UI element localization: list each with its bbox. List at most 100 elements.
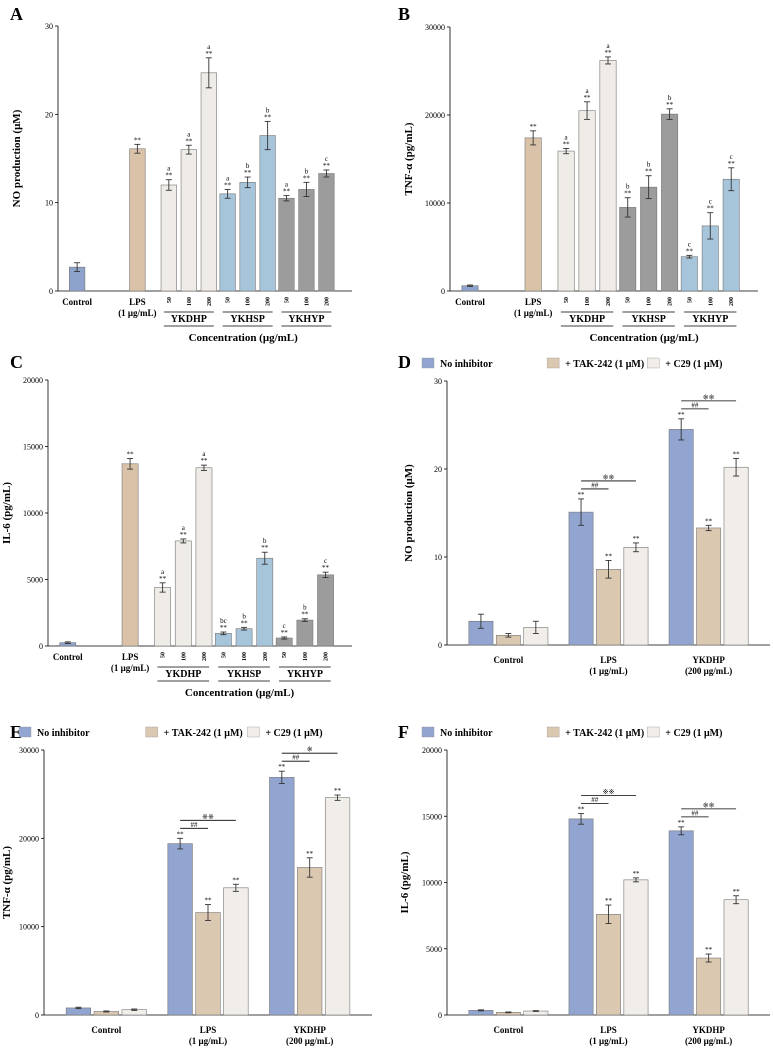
bar-A-1 (129, 148, 146, 292)
bar-E-g2-s2 (324, 797, 351, 1016)
y-tick-label-A: 30 (45, 22, 53, 31)
sig-mark-F: ** (705, 946, 713, 954)
category-label-D-1-1: (1 μg/mL) (589, 666, 627, 676)
sig-mark-B-4: ** (605, 49, 613, 57)
group-label-B: YKDHP (569, 314, 605, 325)
bracket-label-E-0: ## (191, 821, 199, 829)
letter-mark-C-10: c (324, 557, 327, 565)
legend-swatch-E-2 (247, 726, 260, 738)
legend-label-E-2: + C29 (1 μM) (265, 728, 322, 739)
bar-D-g2-s1 (696, 527, 722, 646)
bar-A-9 (298, 189, 315, 292)
y-tick-label-D: 30 (434, 377, 442, 386)
bracket-label-D-3: ※※ (703, 393, 715, 401)
bar-C-3 (174, 540, 192, 647)
sig-mark-C-1: ** (127, 450, 135, 458)
x-axis-label-C: Concentration (μg/mL) (185, 687, 295, 699)
category-label-E-0-0: Control (91, 1025, 121, 1035)
bar-F-g1-s0 (568, 818, 594, 1016)
sig-mark-B-5: ** (624, 190, 632, 198)
sig-mark-B-10: ** (728, 160, 736, 168)
y-tick-label-F: 15000 (422, 812, 442, 821)
bar-A-10 (318, 173, 335, 292)
sig-mark-A-1: ** (134, 136, 142, 144)
bar-B-2 (557, 150, 575, 292)
category-label-F-1-0: LPS (600, 1025, 617, 1035)
conc-label-C: 100 (181, 652, 187, 661)
bar-C-10 (317, 574, 334, 647)
bracket-label-E-1: ※※ (202, 813, 214, 821)
category-label-F-1-1: (1 μg/mL) (589, 1036, 627, 1046)
legend-label-E-0: No inhibitor (37, 728, 90, 739)
legend-label-E-1: + TAK-242 (1 μM) (164, 728, 243, 739)
letter-mark-A-2: a (167, 165, 171, 173)
legend-swatch-F-2 (647, 726, 660, 738)
bar-B-10 (722, 178, 740, 292)
y-axis-label-B: TNF-α (pg/mL) (403, 122, 415, 195)
category-label-D-1-0: LPS (600, 655, 617, 665)
letter-mark-A-8: a (285, 181, 289, 189)
bar-D-g1-s2 (623, 547, 649, 646)
bracket-label-E-2: ## (292, 754, 300, 762)
conc-label-B: 200 (606, 297, 612, 306)
bar-B-1 (524, 137, 542, 292)
sig-mark-D: ** (678, 411, 686, 419)
conc-label-B: 200 (668, 297, 674, 306)
category-label-B-lps: LPS (525, 297, 542, 307)
bar-C-9 (296, 619, 314, 647)
conc-label-A: 200 (266, 297, 272, 306)
group-label-A: YKHYP (288, 314, 324, 325)
group-label-A: YKHSP (230, 314, 264, 325)
sig-mark-E: ** (334, 787, 342, 795)
sig-mark-A-3: ** (185, 137, 193, 145)
category-label-F-2-1: (200 μg/mL) (685, 1036, 732, 1046)
sig-mark-F: ** (632, 870, 640, 878)
sig-mark-D: ** (733, 450, 741, 458)
sig-mark-C-9: ** (301, 611, 309, 619)
sig-mark-B-2: ** (563, 140, 571, 148)
category-label-E-1-0: LPS (200, 1025, 217, 1035)
sig-mark-A-10: ** (323, 162, 331, 170)
legend-swatch-F-1 (546, 726, 560, 738)
conc-label-B: 100 (585, 297, 591, 306)
category-label-F-2-0: YKDHP (692, 1025, 725, 1035)
bracket-label-F-1: ※※ (603, 788, 615, 796)
bar-C-5 (215, 633, 232, 647)
sig-mark-C-10: ** (322, 564, 330, 572)
bar-D-g1-s1 (596, 569, 621, 646)
y-tick-label-B: 20000 (425, 111, 445, 120)
bar-F-g1-s2 (623, 879, 649, 1016)
category-label-C-lps-dose: (1 μg/mL) (111, 663, 149, 673)
category-label-F-0-0: Control (493, 1025, 523, 1035)
bar-A-2 (160, 184, 177, 292)
y-tick-label-D: 20 (434, 465, 442, 474)
y-axis-label-E: TNF-α (pg/mL) (1, 846, 13, 919)
conc-label-A: 200 (207, 297, 213, 306)
conc-label-A: 100 (246, 297, 252, 306)
bar-B-4 (599, 60, 617, 292)
conc-label-A: 50 (284, 297, 290, 303)
bracket-label-E-3: ※ (307, 746, 313, 754)
sig-mark-E: ** (232, 876, 240, 884)
bar-A-5 (219, 193, 236, 292)
bar-E-g2-s1 (297, 867, 323, 1016)
legend-label-F-1: + TAK-242 (1 μM) (565, 728, 644, 739)
bar-B-7 (661, 113, 679, 292)
bar-B-5 (619, 207, 637, 292)
y-tick-label-C: 5000 (27, 576, 43, 585)
conc-label-B: 100 (647, 297, 653, 306)
sig-mark-D: ** (605, 553, 613, 561)
category-label-D-2-0: YKDHP (692, 655, 725, 665)
sig-mark-E: ** (306, 850, 314, 858)
legend-swatch-E-0 (18, 726, 32, 738)
y-tick-label-B: 0 (441, 287, 445, 296)
bar-A-3 (180, 149, 197, 292)
conc-label-C: 50 (161, 652, 167, 658)
bracket-label-F-3: ※※ (703, 801, 715, 809)
conc-label-C: 100 (242, 652, 248, 661)
y-tick-label-E: 20000 (19, 834, 39, 843)
group-label-C: YKHYP (287, 669, 323, 680)
sig-mark-E: ** (177, 830, 185, 838)
sig-mark-B-7: ** (666, 101, 674, 109)
bar-E-g1-s2 (223, 887, 249, 1016)
